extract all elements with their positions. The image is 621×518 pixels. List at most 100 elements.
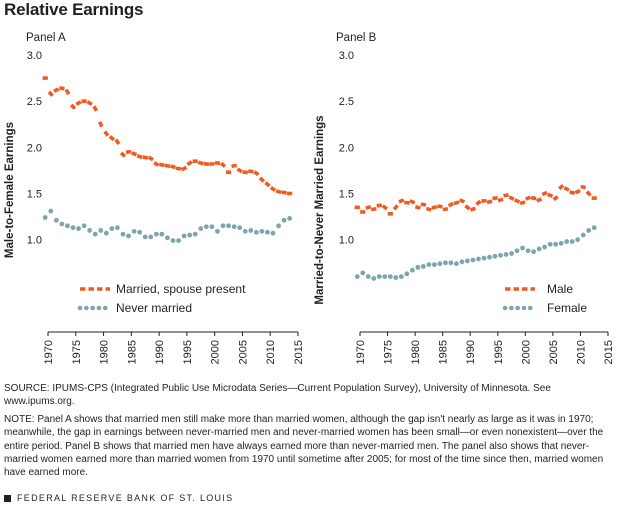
panel-b-male-point <box>414 204 421 210</box>
panel-b-female-point <box>558 240 564 246</box>
panel-a-married-point <box>175 166 182 171</box>
panel-b-female-point <box>520 245 525 251</box>
panel-b-male-point <box>409 199 416 205</box>
panel-b-x-tick-label: 1990 <box>465 340 477 364</box>
brand-text: FEDERAL RESERVE BANK OF ST. LOUIS <box>17 493 234 503</box>
panel-a-married-point <box>197 160 204 166</box>
panel-a-never-married-point <box>259 228 265 234</box>
panel-b-female-point <box>564 239 570 244</box>
panel-b-female-point <box>470 257 476 263</box>
panel-a-never-married-point <box>276 223 281 229</box>
panel-a-never-married-point <box>253 229 259 235</box>
panel-a-never-married-point <box>203 224 209 230</box>
panel-b-male-point <box>519 200 526 206</box>
panel-b-female-point <box>420 264 426 269</box>
panel-b-male-point <box>547 192 554 199</box>
panel-a-never-married-point <box>81 223 87 229</box>
panel-a-x-tick-label: 2010 <box>265 340 277 364</box>
panel-b-female-point <box>398 274 404 279</box>
panel-b-x-tick-label: 1980 <box>410 340 422 364</box>
panel-a-x-tick-label: 1985 <box>126 340 138 364</box>
panel-b-female-point <box>580 232 586 238</box>
panel-a-never-married-point <box>287 216 293 221</box>
panel-a-married-point <box>186 160 193 166</box>
panel-b-male-point <box>558 183 565 191</box>
panel-a-never-married-point <box>137 229 143 235</box>
panel-a-never-married-point <box>142 234 148 240</box>
panel-a-married-point <box>64 88 71 96</box>
panel-b-female-point <box>409 267 415 273</box>
panel-a-y-tick-label: 2.5 <box>27 96 42 108</box>
panel-b-female-point <box>360 270 366 276</box>
panel-a-married-point <box>275 189 282 195</box>
panel-b-female-point <box>459 259 465 265</box>
panel-b-male-point <box>431 204 438 210</box>
panel-a-never-married-point <box>103 230 109 236</box>
panel-b-male-point <box>420 202 427 207</box>
panel-b-female-point <box>591 225 597 231</box>
panel-a-never-married-point <box>176 238 181 243</box>
panel-b-male-point <box>530 195 537 201</box>
panel-b-legend-label-male: Male <box>547 282 573 296</box>
panel-a-married-point <box>142 155 149 160</box>
panel-b-female-point <box>415 264 421 270</box>
panel-b-female-point <box>531 249 536 255</box>
panel-b-female-point <box>481 255 487 261</box>
panel-b-female-point <box>437 261 443 267</box>
panel-a-never-married-point <box>92 231 98 237</box>
panel-a-married-point <box>114 138 121 145</box>
panel-b-male-point <box>580 184 587 190</box>
panel-a-never-married-point <box>187 232 193 238</box>
panel-b-female-point <box>586 228 592 233</box>
panel-a-never-married-point <box>109 226 115 231</box>
panel-a-never-married-point <box>181 233 187 239</box>
panel-b-female-point <box>432 262 437 267</box>
panel-b-female-point <box>575 237 581 243</box>
panel-a-married-point <box>236 167 243 174</box>
panel-a-married-point <box>47 90 54 97</box>
panel-b-female-point <box>354 274 360 279</box>
panel-a-never-married-point <box>170 238 176 243</box>
panel-b-male-point <box>524 195 532 201</box>
panel-a-y-tick-label: 3.0 <box>27 50 42 62</box>
panel-a-married-point <box>98 121 104 128</box>
panel-b-female-point <box>387 274 393 279</box>
panel-a-married-point <box>103 130 110 137</box>
panel-b-male-point <box>458 198 466 204</box>
panel-b-y-axis-label: Married-to-Never Married Earnings <box>314 115 326 304</box>
panel-b-male-point <box>552 195 559 202</box>
panel-b-male-point <box>365 204 372 210</box>
panel-a-never-married-point <box>220 223 226 229</box>
panel-b-female-point <box>448 260 454 266</box>
panel-a-label: Panel A <box>26 32 66 44</box>
panel-b-male-point <box>398 198 405 204</box>
panel-b-legend-label-female: Female <box>547 301 587 315</box>
panel-b-female-point <box>569 239 575 244</box>
panel-a-never-married-point <box>153 231 159 237</box>
panel-a-married-point <box>59 86 65 91</box>
panel-a-never-married-point <box>87 228 93 233</box>
panel-a-married-point <box>258 176 266 183</box>
panel-a-legend-label-never-married: Never married <box>116 301 192 315</box>
panel-b-male-point <box>447 201 455 208</box>
panel-b-label: Panel B <box>336 32 377 44</box>
panel-b-female-point <box>525 248 531 254</box>
panel-a-never-married-point <box>198 226 204 231</box>
panel-a-series-never-married <box>42 208 293 243</box>
panel-a-married-point <box>269 185 277 192</box>
panel-b-female-point <box>542 244 548 250</box>
panel-a-never-married-point <box>215 228 220 234</box>
panel-b-x-tick-label: 1985 <box>438 340 450 364</box>
footer-notes: SOURCE: IPUMS-CPS (Integrated Public Use… <box>4 382 616 484</box>
panel-a-y-tick-label: 1.0 <box>27 235 42 247</box>
panel-b-male-point <box>475 199 482 206</box>
panel-a-never-married-point <box>98 228 104 233</box>
panel-b-female-point <box>443 260 448 266</box>
panel-a-never-married-point <box>209 224 215 230</box>
panel-a-x-tick-label: 2005 <box>237 340 249 364</box>
panel-a-married-point <box>69 103 77 110</box>
panel-b-female-point <box>509 251 514 256</box>
panel-a-married-point <box>159 162 165 168</box>
panel-b-male-point <box>453 200 460 206</box>
panel-a-never-married-point <box>226 223 231 229</box>
